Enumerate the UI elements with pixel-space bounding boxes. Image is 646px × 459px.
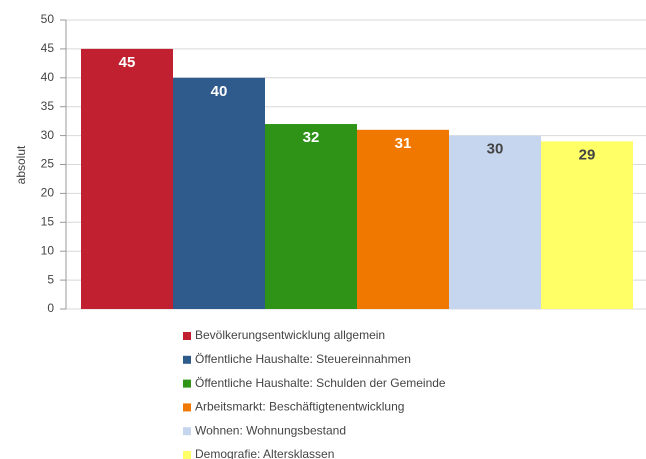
legend-swatch [183, 451, 191, 459]
bar [541, 141, 633, 309]
legend-swatch [183, 355, 191, 364]
value-label: 45 [119, 54, 136, 71]
y-tick-label: 45 [41, 41, 55, 55]
value-label: 40 [211, 83, 228, 100]
y-tick-label: 50 [41, 12, 55, 26]
y-tick-label: 25 [41, 157, 55, 171]
bar [357, 129, 449, 309]
legend-swatch [183, 403, 191, 412]
value-label: 30 [487, 141, 504, 158]
legend-swatch [183, 427, 191, 436]
legend-label: Wohnen: Wohnungsbestand [195, 423, 346, 437]
legend-swatch [183, 332, 191, 340]
legend-label: Bevölkerungsentwicklung allgemein [195, 328, 385, 342]
y-tick-label: 20 [41, 186, 55, 200]
legend-label: Arbeitsmarkt: Beschäftigtenentwicklung [195, 400, 404, 414]
bar [81, 48, 173, 310]
legend-label: Öffentliche Haushalte: Schulden der Geme… [195, 376, 446, 390]
bar [265, 124, 357, 309]
value-label: 32 [303, 129, 320, 146]
legend-label: Öffentliche Haushalte: Steuereinnahmen [195, 352, 411, 366]
value-label: 29 [579, 146, 596, 163]
y-tick-label: 30 [41, 128, 55, 142]
legend-label: Demografie: Altersklassen [195, 447, 334, 459]
y-tick-label: 40 [41, 70, 55, 84]
y-tick-label: 15 [41, 214, 55, 228]
bar [449, 135, 541, 309]
y-tick-label: 10 [41, 243, 55, 257]
y-tick-label: 0 [47, 301, 54, 315]
y-axis-label: absolut [14, 145, 28, 184]
value-label: 31 [395, 135, 412, 152]
bar [173, 77, 265, 309]
legend-swatch [183, 379, 191, 388]
y-tick-label: 5 [47, 272, 54, 286]
y-tick-label: 35 [41, 99, 55, 113]
